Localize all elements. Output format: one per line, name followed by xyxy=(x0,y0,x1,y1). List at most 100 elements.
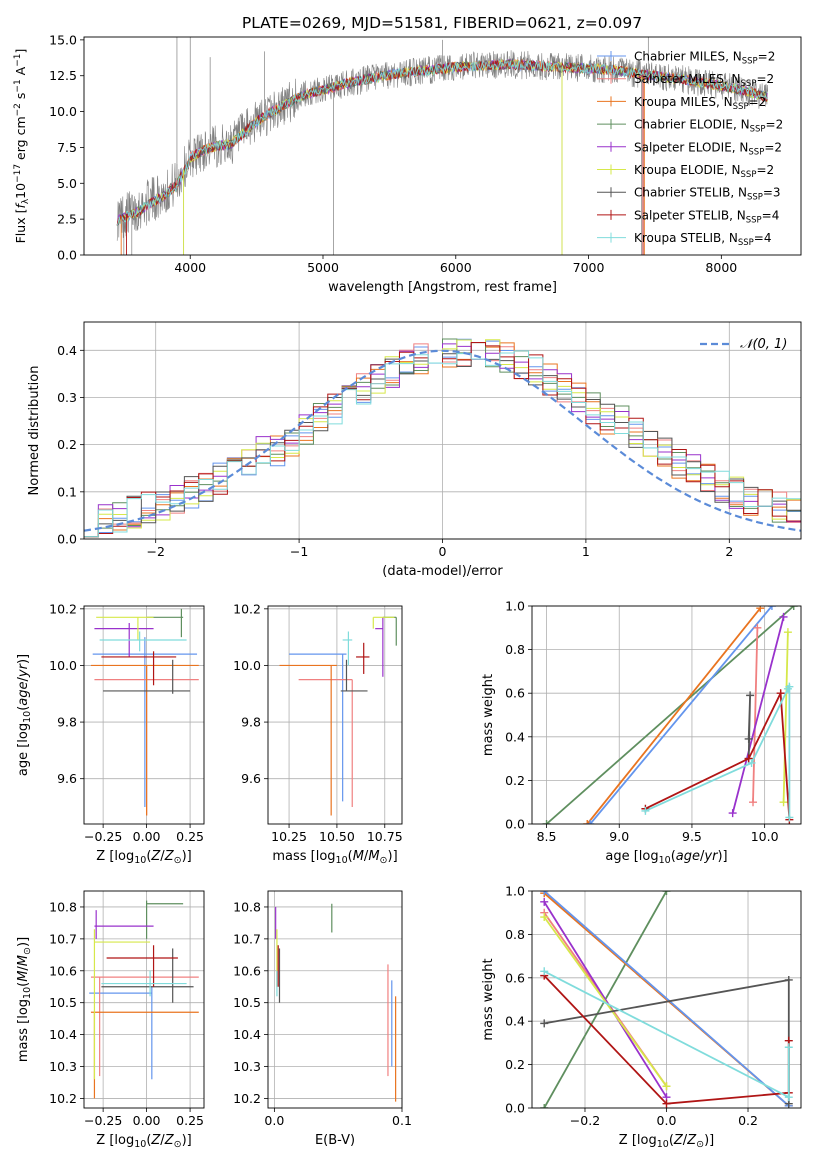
y-tick-label: 10.7 xyxy=(233,931,261,946)
y-tick-label: 0.4 xyxy=(57,343,77,358)
point-kroupa-elodie xyxy=(372,616,395,629)
axes-frame xyxy=(83,890,205,1109)
y-tick-label: 0.0 xyxy=(57,248,77,263)
y-tick-label: 1.0 xyxy=(505,599,525,614)
series-line xyxy=(543,916,668,1087)
series-marker xyxy=(753,623,762,632)
y-tick-label: 0.0 xyxy=(57,532,77,547)
x-tick-label: −1 xyxy=(290,544,308,559)
series-marker xyxy=(728,809,737,818)
x-tick-label: 9.5 xyxy=(682,829,702,844)
series-marker xyxy=(747,758,756,767)
y-tick-label: 10.3 xyxy=(49,1059,77,1074)
point-chabrier-stelib xyxy=(340,659,368,692)
x-axis-label: mass [log10(M/M⊙)] xyxy=(272,849,397,866)
series-marker xyxy=(749,798,758,807)
x-axis-label: Z [log10(Z/Z⊙)] xyxy=(96,1133,191,1150)
y-tick-label: 10.2 xyxy=(49,1091,77,1106)
legend-label: Salpeter STELIB, NSSP=4 xyxy=(634,208,779,225)
y-tick-label: 9.6 xyxy=(57,771,77,786)
series-marker xyxy=(767,606,776,610)
series-marker xyxy=(641,806,650,815)
point-salpeter-stelib xyxy=(106,945,178,987)
series-marker xyxy=(783,628,792,637)
point-kroupa-stelib xyxy=(101,970,187,997)
series-kroupa-stelib xyxy=(540,967,793,1102)
series-marker xyxy=(746,691,755,700)
y-tick-label: 10.0 xyxy=(233,658,261,673)
series-salpeter-elodie xyxy=(540,897,671,1102)
point-kroupa-stelib xyxy=(342,631,353,666)
y-tick-label: 10.2 xyxy=(49,601,77,616)
x-tick-label: 0.25 xyxy=(176,1113,204,1128)
residuals-plot-area xyxy=(84,338,801,538)
legend-label: 𝒩(0, 1) xyxy=(740,337,787,352)
residuals-panel: −2 −1 0 1 2 0.0 0.1 0.2 0.3 0.4 (data-model)/error… xyxy=(27,321,802,579)
legend-label: Chabrier ELODIE, NSSP=2 xyxy=(634,118,783,135)
y-tick-label: 10.2 xyxy=(233,1091,261,1106)
series-marker xyxy=(756,606,765,613)
x-axis-label: E(B-V) xyxy=(315,1133,355,1148)
y-tick-label: 0.8 xyxy=(505,642,525,657)
x-tick-label: 0.25 xyxy=(176,829,204,844)
y-axis-label: age [log10(age/yr)] xyxy=(16,654,33,776)
series-marker xyxy=(776,689,785,698)
point-kroupa-miles xyxy=(279,664,337,816)
axes-frame xyxy=(267,890,403,1109)
x-tick-label: 0.0 xyxy=(657,1113,677,1128)
series-line xyxy=(543,891,790,1107)
mass_vs_z-plot-area xyxy=(89,900,199,1099)
legend-label: Kroupa ELODIE, NSSP=2 xyxy=(634,163,774,180)
series-line xyxy=(752,627,759,803)
x-tick-label: 0.2 xyxy=(738,1113,758,1128)
y-axis-label: mass [log10(M/M⊙)] xyxy=(16,937,33,1062)
series-marker xyxy=(662,891,671,895)
series-marker xyxy=(744,734,753,743)
point-chabrier-elodie xyxy=(146,608,184,638)
series-salpeter-stelib xyxy=(641,689,794,824)
y-tick-label: 10.0 xyxy=(49,104,77,119)
point-chabrier-elodie xyxy=(146,900,184,939)
series-kroupa-stelib xyxy=(641,682,794,822)
series-marker xyxy=(586,820,595,824)
y-tick-label: 0.8 xyxy=(505,927,525,942)
series-marker xyxy=(540,967,549,976)
axes-frame xyxy=(83,605,205,825)
series-marker xyxy=(789,606,798,610)
series-marker xyxy=(779,798,788,807)
y-tick-label: 15.0 xyxy=(49,32,77,47)
series-line xyxy=(543,901,668,1098)
x-tick-label: −0.2 xyxy=(570,1113,600,1128)
series-marker xyxy=(540,1104,549,1108)
series-line xyxy=(589,606,773,824)
y-tick-label: 10.8 xyxy=(233,899,261,914)
y-tick-label: 0.4 xyxy=(505,729,525,744)
age_vs_z-panel: −0.25 0.00 0.25 9.6 9.8 10.0 10.2 Z [log10(Z/Z⊙… xyxy=(16,601,205,866)
x-tick-label: 9.0 xyxy=(609,829,629,844)
x-tick-label: 0 xyxy=(439,544,447,559)
point-salpeter-stelib xyxy=(101,651,177,686)
x-axis-label: Z [log10(Z/Z⊙)] xyxy=(96,849,191,866)
x-tick-label: 10.25 xyxy=(271,829,307,844)
series-salpeter-elodie xyxy=(728,612,788,818)
y-axis-label: mass weight xyxy=(481,674,496,756)
series-chabrier-miles xyxy=(586,606,776,824)
series-marker xyxy=(540,897,549,906)
y-tick-label: 0.4 xyxy=(505,1014,525,1029)
series-marker xyxy=(662,1082,671,1091)
point-salpeter-elodie xyxy=(375,617,384,677)
x-tick-label: 2 xyxy=(725,544,733,559)
spectrum-panel: 4000 5000 6000 7000 8000 0.0 2.5 5.0 7.5 10.0 12.5… xyxy=(13,32,802,295)
series-chabrier-elodie xyxy=(542,606,798,824)
x-tick-label: 1 xyxy=(582,544,590,559)
axes-frame xyxy=(83,36,802,256)
y-tick-label: 5.0 xyxy=(57,176,77,191)
point-salpeter-stelib xyxy=(356,642,370,674)
point-salpeter-miles xyxy=(298,679,353,808)
x-tick-label: −0.25 xyxy=(84,829,122,844)
y-axis-label: mass weight xyxy=(481,958,496,1040)
x-tick-label: 10.75 xyxy=(367,829,403,844)
series-marker xyxy=(784,1093,793,1102)
age_vs_mass-plot-area xyxy=(279,616,397,816)
